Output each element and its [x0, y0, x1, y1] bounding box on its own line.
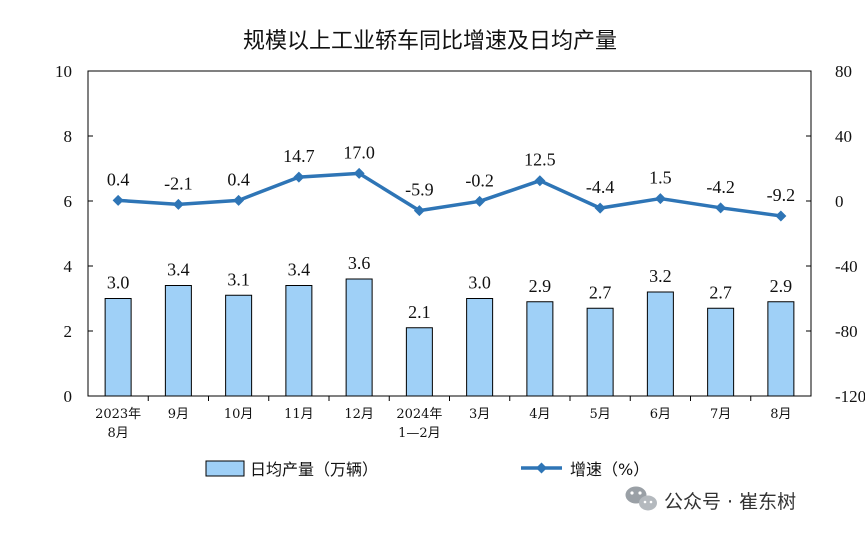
line-value-label: -2.1 [164, 173, 193, 193]
bar-data-labels: 3.0 3.4 3.1 3.4 3.6 2.1 3.0 2.9 2.7 3.2 2.7 2.9 [107, 253, 792, 322]
right-tick-label: -120 [835, 387, 865, 406]
bar [225, 294, 253, 397]
line-point [172, 198, 184, 210]
line-value-label: 17.0 [343, 142, 375, 162]
line-point [293, 171, 305, 183]
line-data-labels: 0.4 -2.1 0.4 14.7 17.0 -5.9 -0.2 12.5 -4.4 1.5 -4.… [107, 142, 795, 205]
bar-value-label: 2.9 [529, 276, 552, 296]
bar [345, 278, 373, 397]
right-y-axis: -120 -80 -40 0 40 80 [806, 62, 865, 406]
line-value-label: 0.4 [107, 169, 130, 189]
wechat-icon [625, 486, 657, 511]
watermark-text: 公众号 · 崔东树 [664, 491, 796, 513]
bar [526, 301, 554, 397]
legend-line-label: 增速（%） [570, 460, 649, 479]
line-series [112, 167, 787, 222]
left-tick-label: 6 [64, 192, 73, 211]
x-axis: 2023年 8月 9月 10月 11月 12月 2024年 1—2月 3月 4月 5月 6月 7月 8月 [95, 396, 792, 441]
x-tick-label: 3月 [469, 407, 490, 422]
x-tick-label: 1—2月 [398, 426, 441, 441]
x-tick-label: 5月 [589, 407, 610, 422]
legend-item-bar: 日均产量（万辆） [205, 460, 378, 479]
legend: 日均产量（万辆） 增速（%） [205, 460, 649, 479]
right-tick-label: -40 [835, 257, 858, 276]
line-point [594, 202, 606, 214]
line-point [775, 210, 787, 222]
line-value-label: -9.2 [767, 185, 796, 205]
bar-value-label: 3.2 [649, 266, 672, 286]
line-value-label: -0.2 [465, 170, 494, 190]
x-tick-label: 2023年 [95, 407, 141, 422]
x-tick-label: 7月 [710, 407, 731, 422]
line-point [112, 194, 124, 206]
bar-value-label: 3.6 [348, 253, 371, 273]
left-tick-label: 2 [64, 322, 73, 341]
right-tick-label: 80 [835, 62, 852, 81]
line-value-label: -5.9 [405, 180, 434, 200]
plot-frame [87, 70, 812, 397]
bar [405, 327, 433, 397]
x-tick-label: 6月 [650, 407, 671, 422]
bar-value-label: 3.4 [288, 260, 311, 280]
watermark: 公众号 · 崔东树 [625, 486, 796, 513]
line-point [534, 175, 546, 187]
bar [586, 307, 614, 397]
bar [707, 307, 735, 397]
x-tick-label: 8月 [770, 407, 791, 422]
right-tick-label: -80 [835, 322, 858, 341]
line-value-label: -4.4 [586, 177, 615, 197]
legend-bar-label: 日均产量（万辆） [250, 460, 378, 479]
bar-value-label: 3.4 [167, 260, 190, 280]
legend-line-marker [536, 462, 547, 474]
left-tick-label: 4 [64, 257, 73, 276]
line-value-label: -4.2 [706, 177, 735, 197]
legend-item-line: 增速（%） [521, 460, 649, 479]
bar [767, 301, 795, 397]
x-tick-label: 11月 [284, 407, 314, 422]
bar-series [104, 278, 795, 397]
bar-value-label: 2.7 [709, 282, 732, 302]
bar-value-label: 2.9 [770, 276, 793, 296]
left-y-axis: 0 2 4 6 8 10 [55, 62, 93, 406]
bar [285, 285, 313, 397]
bar-value-label: 3.0 [107, 273, 130, 293]
line-value-label: 0.4 [227, 169, 250, 189]
chart-title: 规模以上工业轿车同比增速及日均产量 [243, 29, 617, 54]
bar [466, 298, 494, 397]
bar-value-label: 2.1 [408, 302, 431, 322]
right-tick-label: 40 [835, 127, 852, 146]
left-tick-label: 8 [64, 127, 73, 146]
x-tick-label: 9月 [168, 407, 189, 422]
x-tick-label: 12月 [344, 407, 374, 422]
bar [164, 285, 192, 397]
line-point [654, 193, 666, 205]
left-tick-label: 0 [64, 387, 73, 406]
line-point [353, 167, 365, 179]
line-value-label: 14.7 [283, 146, 315, 166]
x-tick-label: 4月 [529, 407, 550, 422]
bar-value-label: 2.7 [589, 282, 612, 302]
line-value-label: 12.5 [524, 150, 556, 170]
line-point [233, 194, 245, 206]
x-tick-label: 2024年 [396, 407, 442, 422]
right-tick-label: 0 [835, 192, 844, 211]
x-tick-label: 10月 [224, 407, 254, 422]
x-tick-label: 8月 [107, 426, 128, 441]
line-point [413, 205, 425, 217]
bar-value-label: 3.0 [468, 273, 491, 293]
bar [104, 298, 132, 397]
line-value-label: 1.5 [649, 168, 672, 188]
line-point [715, 202, 727, 214]
legend-bar-swatch [205, 460, 245, 477]
line-point [474, 195, 486, 207]
growth-line [118, 171, 782, 218]
bar-value-label: 3.1 [227, 269, 250, 289]
left-tick-label: 10 [55, 62, 72, 81]
bar [646, 291, 674, 397]
